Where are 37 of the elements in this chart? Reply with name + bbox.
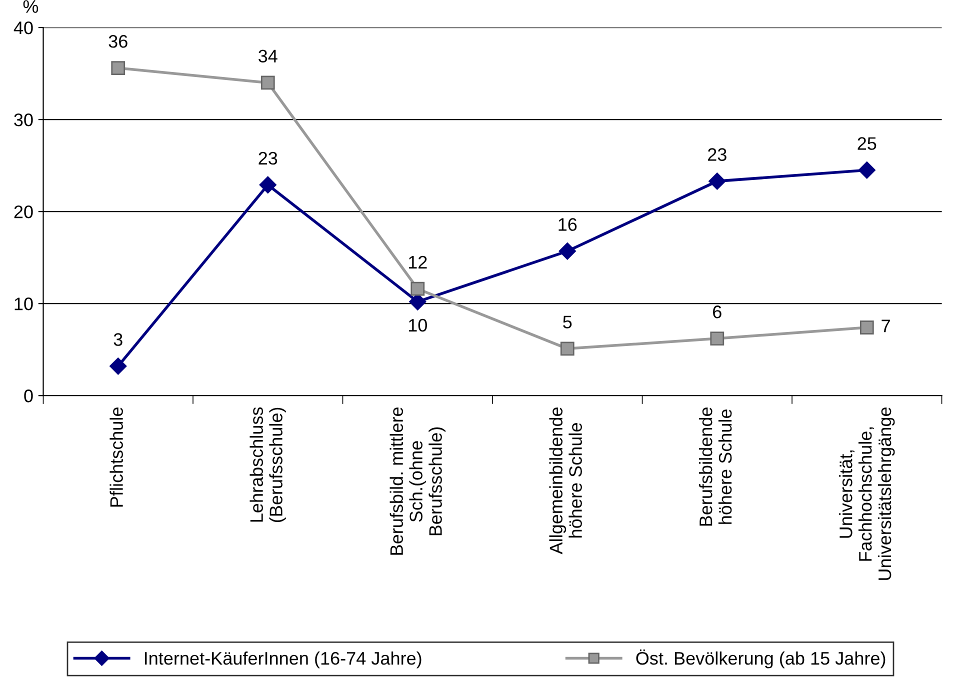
data-label: 7 — [882, 320, 890, 332]
x-tick-label: Universität, Fachhochschule, Universitätslehrgänge — [839, 408, 895, 580]
x-tick-label: Berufsbildende höhere Schule — [699, 408, 732, 526]
point — [558, 242, 576, 260]
data-label: 6 — [713, 306, 722, 318]
data-label: 34 — [258, 50, 278, 62]
x-tick-label: Allgemeinbildende höhere Schule — [549, 408, 582, 554]
y-tick-label: 20 — [14, 205, 33, 218]
data-label: 23 — [708, 148, 726, 161]
x-tick-label: Berufsbild. mittlere Sch.(ohne Berufsschule) — [390, 408, 446, 555]
data-label: 36 — [108, 34, 128, 48]
y-tick-label: 30 — [14, 113, 33, 126]
legend-label: Öst. Bevölkerung (ab 15 Jahre) — [636, 649, 886, 668]
point — [259, 176, 276, 194]
x-tick-label: Pflichtschule — [110, 408, 123, 507]
point — [708, 172, 726, 190]
y-tick-label: 40 — [14, 21, 33, 34]
data-label: 3 — [114, 333, 122, 346]
legend-label: Internet-KäuferInnen (16-74 Jahre) — [145, 651, 422, 668]
x-tick-label: Lehrabschluss (Berufsschule) — [250, 407, 286, 522]
point — [710, 332, 724, 346]
data-label: 23 — [258, 152, 278, 165]
point — [260, 76, 275, 90]
data-label: 10 — [408, 318, 427, 332]
data-label: 25 — [858, 137, 876, 150]
point — [560, 342, 574, 356]
y-axis-title: % — [23, 0, 38, 13]
point — [111, 61, 126, 75]
point — [858, 162, 876, 179]
y-tick-label: 0 — [24, 390, 33, 402]
data-label: 16 — [558, 218, 577, 231]
y-tick-label: 10 — [14, 298, 33, 310]
data-label: 5 — [563, 316, 572, 328]
point — [110, 358, 127, 375]
data-label: 12 — [408, 256, 427, 268]
point — [410, 282, 425, 296]
point — [860, 320, 874, 334]
